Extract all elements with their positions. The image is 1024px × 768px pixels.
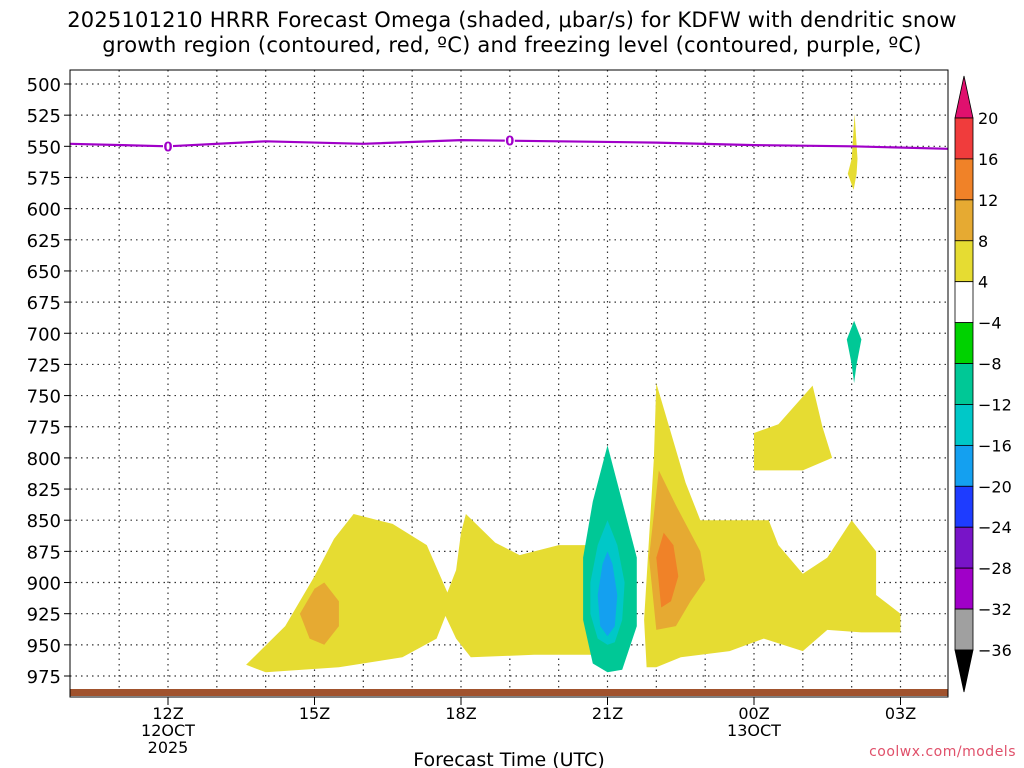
- ground-surface: [70, 689, 948, 696]
- chart-title-line-2: growth region (contoured, red, ºC) and f…: [102, 33, 922, 57]
- y-tick-label: 650: [27, 262, 61, 283]
- green-spike-mid: [846, 320, 862, 384]
- y-tick-label: 750: [27, 387, 61, 408]
- colorbar-label: −12: [978, 395, 1012, 414]
- yellow-blob-13z-16z: [246, 514, 452, 673]
- y-tick-label: 875: [27, 542, 61, 563]
- colorbar-bin: [954, 158, 974, 201]
- x-tick-label: 2025: [148, 738, 189, 757]
- y-tick-label: 825: [27, 480, 61, 501]
- y-tick-label: 525: [27, 106, 61, 127]
- freezing-level-label-bg: [504, 132, 515, 148]
- colorbar-bin: [954, 485, 974, 528]
- ground-band: [70, 689, 948, 696]
- axes: 500 525 550 575 600 625 650 675 700 725 750 775 800 8…: [27, 69, 949, 757]
- colorbar-bin: [954, 240, 974, 283]
- x-tick-label: 12OCT: [141, 721, 195, 740]
- colorbar-bin: [954, 363, 974, 405]
- x-tick-label: 21Z: [592, 704, 623, 723]
- y-tick-label: 600: [27, 200, 61, 221]
- colorbar-bin: [954, 526, 974, 569]
- colorbar-label: 8: [978, 232, 988, 251]
- plot-frame: [69, 69, 949, 698]
- yellow-patch-00z: [754, 385, 833, 471]
- y-tick-label: 925: [27, 605, 61, 626]
- colorbar-label: −24: [978, 518, 1012, 537]
- y-tick-label: 500: [27, 75, 61, 96]
- colorbar-bin: [954, 199, 974, 242]
- freezing-level-label-bg: [163, 138, 173, 154]
- colorbar-top-arrow: [954, 75, 974, 119]
- colorbar-bin: [954, 117, 974, 160]
- yellow-plume-22z-03z: [644, 383, 901, 668]
- y-tick-label: 975: [27, 667, 61, 688]
- colorbar-label: 20: [978, 109, 998, 128]
- x-tick-label: 15Z: [299, 704, 330, 723]
- y-tick-label: 725: [27, 355, 61, 376]
- colorbar-label: −4: [978, 314, 1002, 333]
- y-tick-label: 850: [27, 511, 61, 532]
- colorbar-label: −8: [978, 355, 1002, 374]
- y-tick-label: 550: [27, 137, 61, 158]
- colorbar-bin: [954, 404, 974, 446]
- yellow-spike-upper: [847, 113, 858, 190]
- y-tick-label: 625: [27, 231, 61, 252]
- colorbar-label: −28: [978, 559, 1012, 578]
- colorbar-bottom-arrow: [954, 649, 974, 693]
- freezing-level-label: 0: [163, 140, 172, 155]
- x-axis-label: Forecast Time (UTC): [413, 749, 604, 768]
- colorbar-bin: [954, 322, 974, 364]
- freezing-level-label: 0: [505, 135, 514, 150]
- y-tick-label: 800: [27, 449, 61, 470]
- y-tick-label: 675: [27, 293, 61, 314]
- colorbar-label: 16: [978, 150, 998, 169]
- x-tick-label: 13OCT: [727, 721, 781, 740]
- x-tick-label: 18Z: [445, 704, 476, 723]
- colorbar-label: −32: [978, 600, 1012, 619]
- chart-title-line-1: 2025101210 HRRR Forecast Omega (shaded, …: [67, 8, 957, 32]
- colorbar-label: −16: [978, 436, 1012, 455]
- x-tick-label: 03Z: [885, 704, 916, 723]
- colorbar-label: 12: [978, 191, 998, 210]
- x-tick-label: 12Z: [152, 704, 183, 723]
- y-tick-label: 950: [27, 636, 61, 657]
- x-tick-label: 00Z: [738, 704, 769, 723]
- colorbar-label: −36: [978, 641, 1012, 660]
- colorbar-bin: [954, 567, 974, 610]
- colorbar-bin: [954, 444, 974, 487]
- y-tick-label: 575: [27, 168, 61, 189]
- colorbar-bin: [954, 608, 974, 651]
- y-tick-label: 775: [27, 418, 61, 439]
- yellow-blob-18z-20z: [441, 514, 613, 658]
- colorbar-label: −20: [978, 477, 1012, 496]
- y-tick-label: 900: [27, 574, 61, 595]
- dark-orange-core-22z: [656, 532, 679, 608]
- orange-blob-15z: [299, 582, 339, 645]
- colorbar: 20 16 12 8 4 −4 −8 −12 −16 −20 −24 −28 −32 −36: [954, 75, 1012, 693]
- omega-shading: [246, 113, 901, 673]
- colorbar-bin: [954, 281, 974, 324]
- y-tick-label: 700: [27, 324, 61, 345]
- watermark-text: coolwx.com/models: [869, 744, 1016, 760]
- cyan-core-21z: [597, 551, 618, 637]
- colorbar-label: 4: [978, 273, 988, 292]
